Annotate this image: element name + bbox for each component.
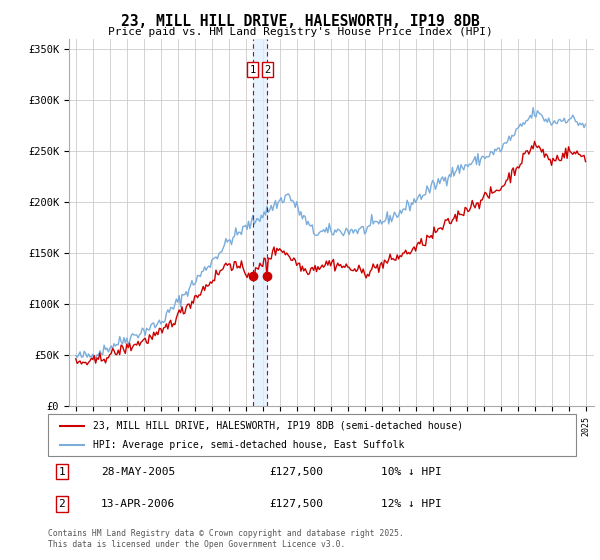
FancyBboxPatch shape <box>48 414 576 456</box>
Text: Price paid vs. HM Land Registry's House Price Index (HPI): Price paid vs. HM Land Registry's House … <box>107 27 493 37</box>
Text: 2: 2 <box>265 65 271 75</box>
Text: 13-APR-2006: 13-APR-2006 <box>101 499 175 509</box>
Text: Contains HM Land Registry data © Crown copyright and database right 2025.
This d: Contains HM Land Registry data © Crown c… <box>48 529 404 549</box>
Text: HPI: Average price, semi-detached house, East Suffolk: HPI: Average price, semi-detached house,… <box>93 440 404 450</box>
Text: 28-MAY-2005: 28-MAY-2005 <box>101 466 175 477</box>
Text: 1: 1 <box>59 466 65 477</box>
Text: 1: 1 <box>250 65 256 75</box>
Text: 12% ↓ HPI: 12% ↓ HPI <box>380 499 442 509</box>
Text: 2: 2 <box>59 499 65 509</box>
Bar <box>253 39 268 406</box>
Text: 23, MILL HILL DRIVE, HALESWORTH, IP19 8DB: 23, MILL HILL DRIVE, HALESWORTH, IP19 8D… <box>121 14 479 29</box>
Text: 10% ↓ HPI: 10% ↓ HPI <box>380 466 442 477</box>
Text: £127,500: £127,500 <box>270 499 324 509</box>
Text: £127,500: £127,500 <box>270 466 324 477</box>
Text: 23, MILL HILL DRIVE, HALESWORTH, IP19 8DB (semi-detached house): 23, MILL HILL DRIVE, HALESWORTH, IP19 8D… <box>93 421 463 431</box>
